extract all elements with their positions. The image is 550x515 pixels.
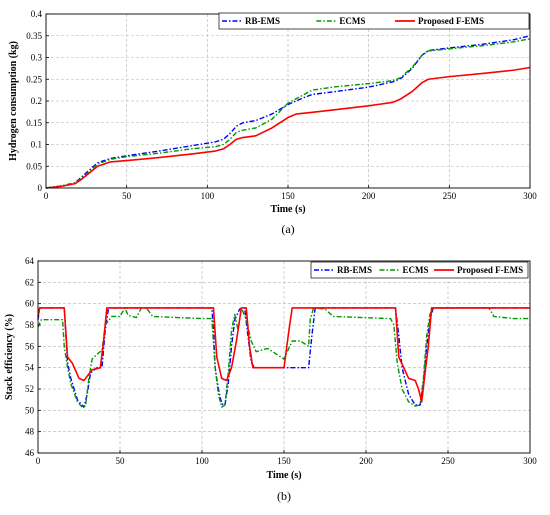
x-tick-label: 300 — [523, 191, 537, 201]
legend-box — [310, 261, 529, 279]
legend-label: ECMS — [402, 265, 428, 275]
legend-label: Proposed F-EMS — [457, 265, 523, 275]
legend-label: RB-EMS — [245, 16, 280, 26]
series-line-ecms — [45, 38, 531, 189]
x-tick-label: 0 — [36, 456, 41, 466]
series-line-ecms — [37, 307, 530, 408]
x-axis-label: Time (s) — [266, 470, 301, 481]
x-tick-label: 100 — [201, 191, 215, 201]
y-tick-label: 64 — [25, 256, 35, 266]
legend: RB-EMS ECMS Proposed F-EMS — [218, 12, 530, 30]
legend-label: ECMS — [339, 16, 365, 26]
x-tick-label: 50 — [116, 456, 126, 466]
x-tick-label: 0 — [44, 191, 49, 201]
y-tick-label: 58 — [25, 320, 35, 330]
y-tick-label: 0.15 — [26, 118, 42, 128]
y-tick-label: 0.1 — [31, 140, 42, 150]
legend: RB-EMS ECMS Proposed F-EMS — [310, 261, 529, 279]
series-line-rb-ems — [37, 307, 530, 408]
x-tick-label: 200 — [362, 191, 376, 201]
y-tick-label: 46 — [25, 448, 35, 458]
x-axis-label: Time (s) — [270, 204, 305, 215]
x-tick-label: 50 — [122, 191, 132, 201]
panel-caption: (a) — [281, 222, 294, 236]
y-axis-label: Stack efficiency (%) — [4, 314, 15, 400]
y-tick-label: 0.35 — [26, 31, 42, 41]
legend-box — [218, 12, 530, 30]
x-tick-label: 150 — [281, 191, 295, 201]
y-tick-label: 50 — [25, 405, 35, 415]
y-tick-label: 52 — [25, 384, 34, 394]
y-axis-label: Hydrogen consumption (kg) — [8, 41, 19, 161]
y-tick-label: 0.25 — [26, 74, 42, 84]
y-tick-label: 56 — [25, 341, 35, 351]
y-tick-label: 0.2 — [31, 96, 42, 106]
chart-panel-b: 0 50 100 150 200 250 300 46 48 50 52 54 56 58 60 62 64 Ti… — [4, 256, 537, 503]
y-tick-label: 0 — [38, 183, 43, 193]
x-tick-label: 250 — [443, 191, 457, 201]
y-tick-label: 54 — [25, 363, 35, 373]
y-tick-label: 48 — [25, 427, 35, 437]
y-tick-label: 60 — [25, 299, 35, 309]
y-tick-label: 0.3 — [31, 53, 43, 63]
y-tick-label: 0.4 — [31, 9, 43, 19]
y-tick-label: 0.05 — [26, 161, 42, 171]
chart-panel-a: 0 50 100 150 200 250 300 0 0.05 0.1 0.15 0.2 0.25 0.3… — [8, 9, 537, 236]
series-line-proposed-f-ems — [45, 66, 531, 189]
x-tick-label: 250 — [441, 456, 455, 466]
x-tick-label: 300 — [523, 456, 537, 466]
x-tick-label: 100 — [195, 456, 209, 466]
x-tick-label: 200 — [359, 456, 373, 466]
x-tick-label: 150 — [277, 456, 291, 466]
y-tick-label: 62 — [25, 277, 34, 287]
panel-caption: (b) — [277, 489, 291, 503]
series-line-proposed-f-ems — [37, 307, 530, 403]
legend-label: RB-EMS — [337, 265, 372, 275]
legend-label: Proposed F-EMS — [418, 16, 484, 26]
